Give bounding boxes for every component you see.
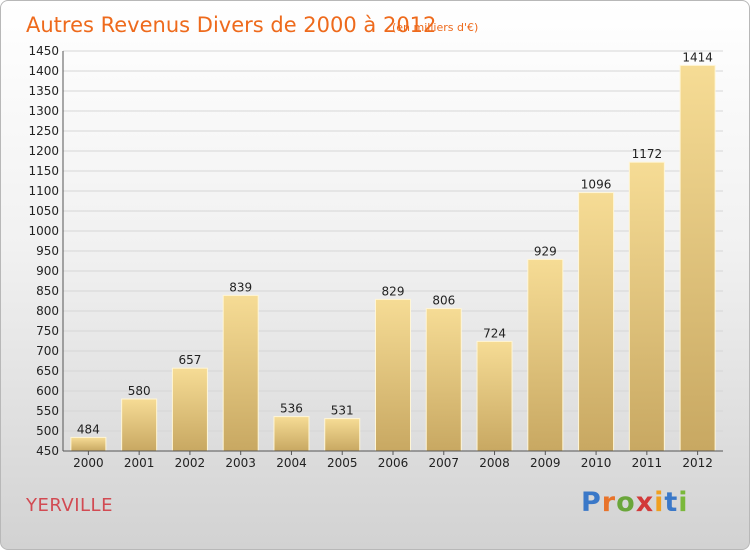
y-tick-label: 900 bbox=[36, 264, 59, 278]
value-label-2006: 829 bbox=[382, 284, 405, 298]
y-tick-label: 1350 bbox=[28, 84, 59, 98]
y-tick-label: 550 bbox=[36, 404, 59, 418]
value-label-2011: 1172 bbox=[632, 147, 663, 161]
proxiti-logo[interactable]: Proxiti bbox=[581, 487, 689, 518]
bar-2004 bbox=[273, 416, 310, 452]
x-tick-label-2006: 2006 bbox=[378, 456, 409, 470]
bar-2012 bbox=[679, 64, 716, 452]
chart-subtitle: (en milliers d'€) bbox=[392, 21, 478, 34]
y-tick-label: 600 bbox=[36, 384, 59, 398]
value-label-2001: 580 bbox=[128, 384, 151, 398]
logo-letter: i bbox=[654, 487, 665, 518]
y-tick-label: 650 bbox=[36, 364, 59, 378]
bar-2010 bbox=[578, 192, 615, 452]
value-label-2003: 839 bbox=[229, 280, 252, 294]
bar-2003 bbox=[222, 294, 259, 452]
x-tick-label-2010: 2010 bbox=[581, 456, 612, 470]
x-tick-label-2008: 2008 bbox=[479, 456, 510, 470]
y-tick-label: 1400 bbox=[28, 64, 59, 78]
town-name: YERVILLE bbox=[26, 495, 113, 516]
value-label-2010: 1096 bbox=[581, 178, 612, 192]
y-tick-label: 950 bbox=[36, 244, 59, 258]
y-tick-label: 750 bbox=[36, 324, 59, 338]
value-label-2008: 724 bbox=[483, 326, 506, 340]
x-tick-label-2012: 2012 bbox=[682, 456, 713, 470]
y-tick-label: 1450 bbox=[28, 44, 59, 58]
x-tick-label-2007: 2007 bbox=[428, 456, 459, 470]
y-tick-label: 1300 bbox=[28, 104, 59, 118]
bar-2011 bbox=[628, 161, 665, 452]
y-tick-label: 700 bbox=[36, 344, 59, 358]
value-label-2002: 657 bbox=[178, 353, 201, 367]
bar-2006 bbox=[375, 298, 411, 452]
y-tick-label: 1250 bbox=[28, 124, 59, 138]
x-tick-label-2005: 2005 bbox=[327, 456, 358, 470]
x-tick-label-2001: 2001 bbox=[124, 456, 155, 470]
x-tick-label-2004: 2004 bbox=[276, 456, 307, 470]
x-tick-label-2002: 2002 bbox=[175, 456, 206, 470]
bar-2005 bbox=[324, 418, 361, 452]
logo-letter: P bbox=[581, 487, 602, 518]
y-tick-label: 850 bbox=[36, 284, 59, 298]
x-tick-label-2009: 2009 bbox=[530, 456, 561, 470]
y-tick-label: 500 bbox=[36, 424, 59, 438]
y-tick-label: 1000 bbox=[28, 224, 59, 238]
x-tick-label-2003: 2003 bbox=[225, 456, 256, 470]
y-tick-label: 450 bbox=[36, 444, 59, 458]
logo-letter: o bbox=[616, 487, 636, 518]
bar-2008 bbox=[476, 340, 513, 452]
bar-2002 bbox=[171, 367, 208, 452]
value-label-2012: 1414 bbox=[682, 50, 713, 64]
bar-2007 bbox=[425, 308, 462, 452]
y-tick-label: 1050 bbox=[28, 204, 59, 218]
bar-2001 bbox=[121, 398, 158, 452]
bar-2009 bbox=[527, 258, 564, 452]
y-tick-label: 1200 bbox=[28, 144, 59, 158]
y-tick-label: 800 bbox=[36, 304, 59, 318]
x-tick-label-2011: 2011 bbox=[632, 456, 663, 470]
value-label-2005: 531 bbox=[331, 404, 354, 418]
logo-letter: t bbox=[664, 487, 679, 518]
x-tick-label-2000: 2000 bbox=[73, 456, 104, 470]
value-label-2000: 484 bbox=[77, 422, 100, 436]
y-tick-label: 1150 bbox=[28, 164, 59, 178]
value-label-2004: 536 bbox=[280, 402, 303, 416]
chart-title: Autres Revenus Divers de 2000 à 2012 bbox=[26, 13, 436, 37]
logo-letter: x bbox=[635, 487, 655, 518]
value-label-2007: 806 bbox=[432, 294, 455, 308]
logo-letter: r bbox=[601, 487, 617, 518]
bar-2000 bbox=[70, 436, 107, 452]
y-tick-label: 1100 bbox=[28, 184, 59, 198]
value-label-2009: 929 bbox=[534, 244, 557, 258]
logo-letter: i bbox=[678, 487, 689, 518]
